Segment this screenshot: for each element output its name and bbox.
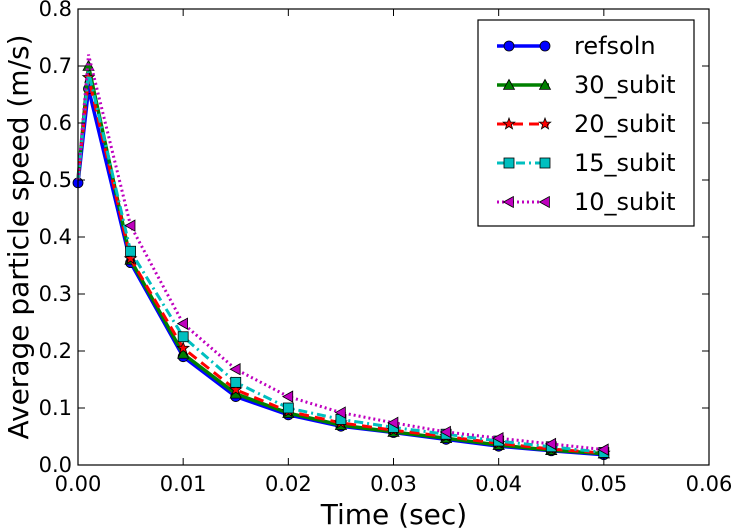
y-tick-label: 0.4 (39, 225, 72, 249)
y-tick-label: 0.3 (39, 282, 72, 306)
data-point (282, 390, 294, 403)
data-point (597, 443, 609, 456)
data-point (124, 219, 136, 232)
legend-label: 20_subit (574, 110, 676, 138)
y-tick-label: 0.8 (39, 0, 72, 21)
data-point (538, 78, 552, 90)
data-point (228, 382, 243, 396)
y-tick-label: 0.5 (39, 168, 72, 192)
data-point (230, 376, 242, 388)
data-point (176, 317, 188, 330)
series-line (76, 71, 604, 454)
data-point (334, 406, 346, 419)
legend-label: 15_subit (574, 149, 676, 177)
axis-ticks: 0.00 0.01 0.02 0.03 0.04 0.05 0.06 0.0 0.1 0.2 0.3… (39, 0, 733, 496)
x-tick-label: 0.00 (55, 472, 102, 496)
data-point (176, 340, 190, 354)
series-line (76, 54, 604, 452)
data-point (502, 116, 516, 130)
legend-item-15_subit: 15_subit (497, 149, 676, 177)
x-tick-label: 0.02 (265, 472, 312, 496)
series-line (76, 77, 604, 455)
legend-label: refsoln (574, 32, 656, 60)
data-point (538, 116, 552, 130)
data-point (539, 40, 551, 52)
data-point (125, 245, 136, 257)
x-tick-label: 0.05 (580, 472, 627, 496)
data-point (123, 251, 138, 265)
data-point (539, 157, 551, 169)
legend-item-20_subit: 20_subit (497, 110, 676, 138)
legend-item-10_subit: 10_subit (497, 188, 676, 216)
data-point (229, 363, 241, 376)
data-point (387, 416, 399, 429)
x-tick-label: 0.03 (370, 472, 417, 496)
y-tick-label: 0.7 (39, 54, 72, 78)
y-tick-label: 0.2 (39, 339, 72, 363)
data-point (503, 157, 515, 169)
y-tick-label: 0.1 (39, 396, 72, 420)
data-point (176, 347, 190, 359)
data-point (538, 195, 550, 209)
data-point (282, 402, 294, 414)
legend: refsoln 30_subit 20_subit 15_subit 10_subit (477, 19, 695, 227)
data-point (544, 437, 557, 451)
y-tick-label: 0.6 (39, 111, 72, 135)
data-point (177, 331, 189, 343)
legend-label: 10_subit (574, 188, 676, 216)
legend-label: 30_subit (574, 71, 676, 99)
x-tick-label: 0.06 (686, 472, 733, 496)
series-10_subit (76, 54, 609, 456)
data-point (502, 78, 516, 90)
plot-lines (72, 54, 611, 461)
data-point (503, 40, 515, 52)
data-point (439, 425, 451, 439)
x-axis-title: Time (sec) (320, 498, 467, 530)
data-point (492, 432, 504, 445)
y-axis-title: Average particle speed (m/s) (2, 34, 35, 439)
legend-item-30_subit: 30_subit (497, 71, 676, 99)
y-tick-label: 0.0 (39, 453, 72, 477)
legend-item-refsoln: refsoln (497, 32, 656, 60)
x-tick-label: 0.01 (160, 472, 207, 496)
x-tick-label: 0.04 (475, 472, 522, 496)
data-point (502, 195, 514, 209)
